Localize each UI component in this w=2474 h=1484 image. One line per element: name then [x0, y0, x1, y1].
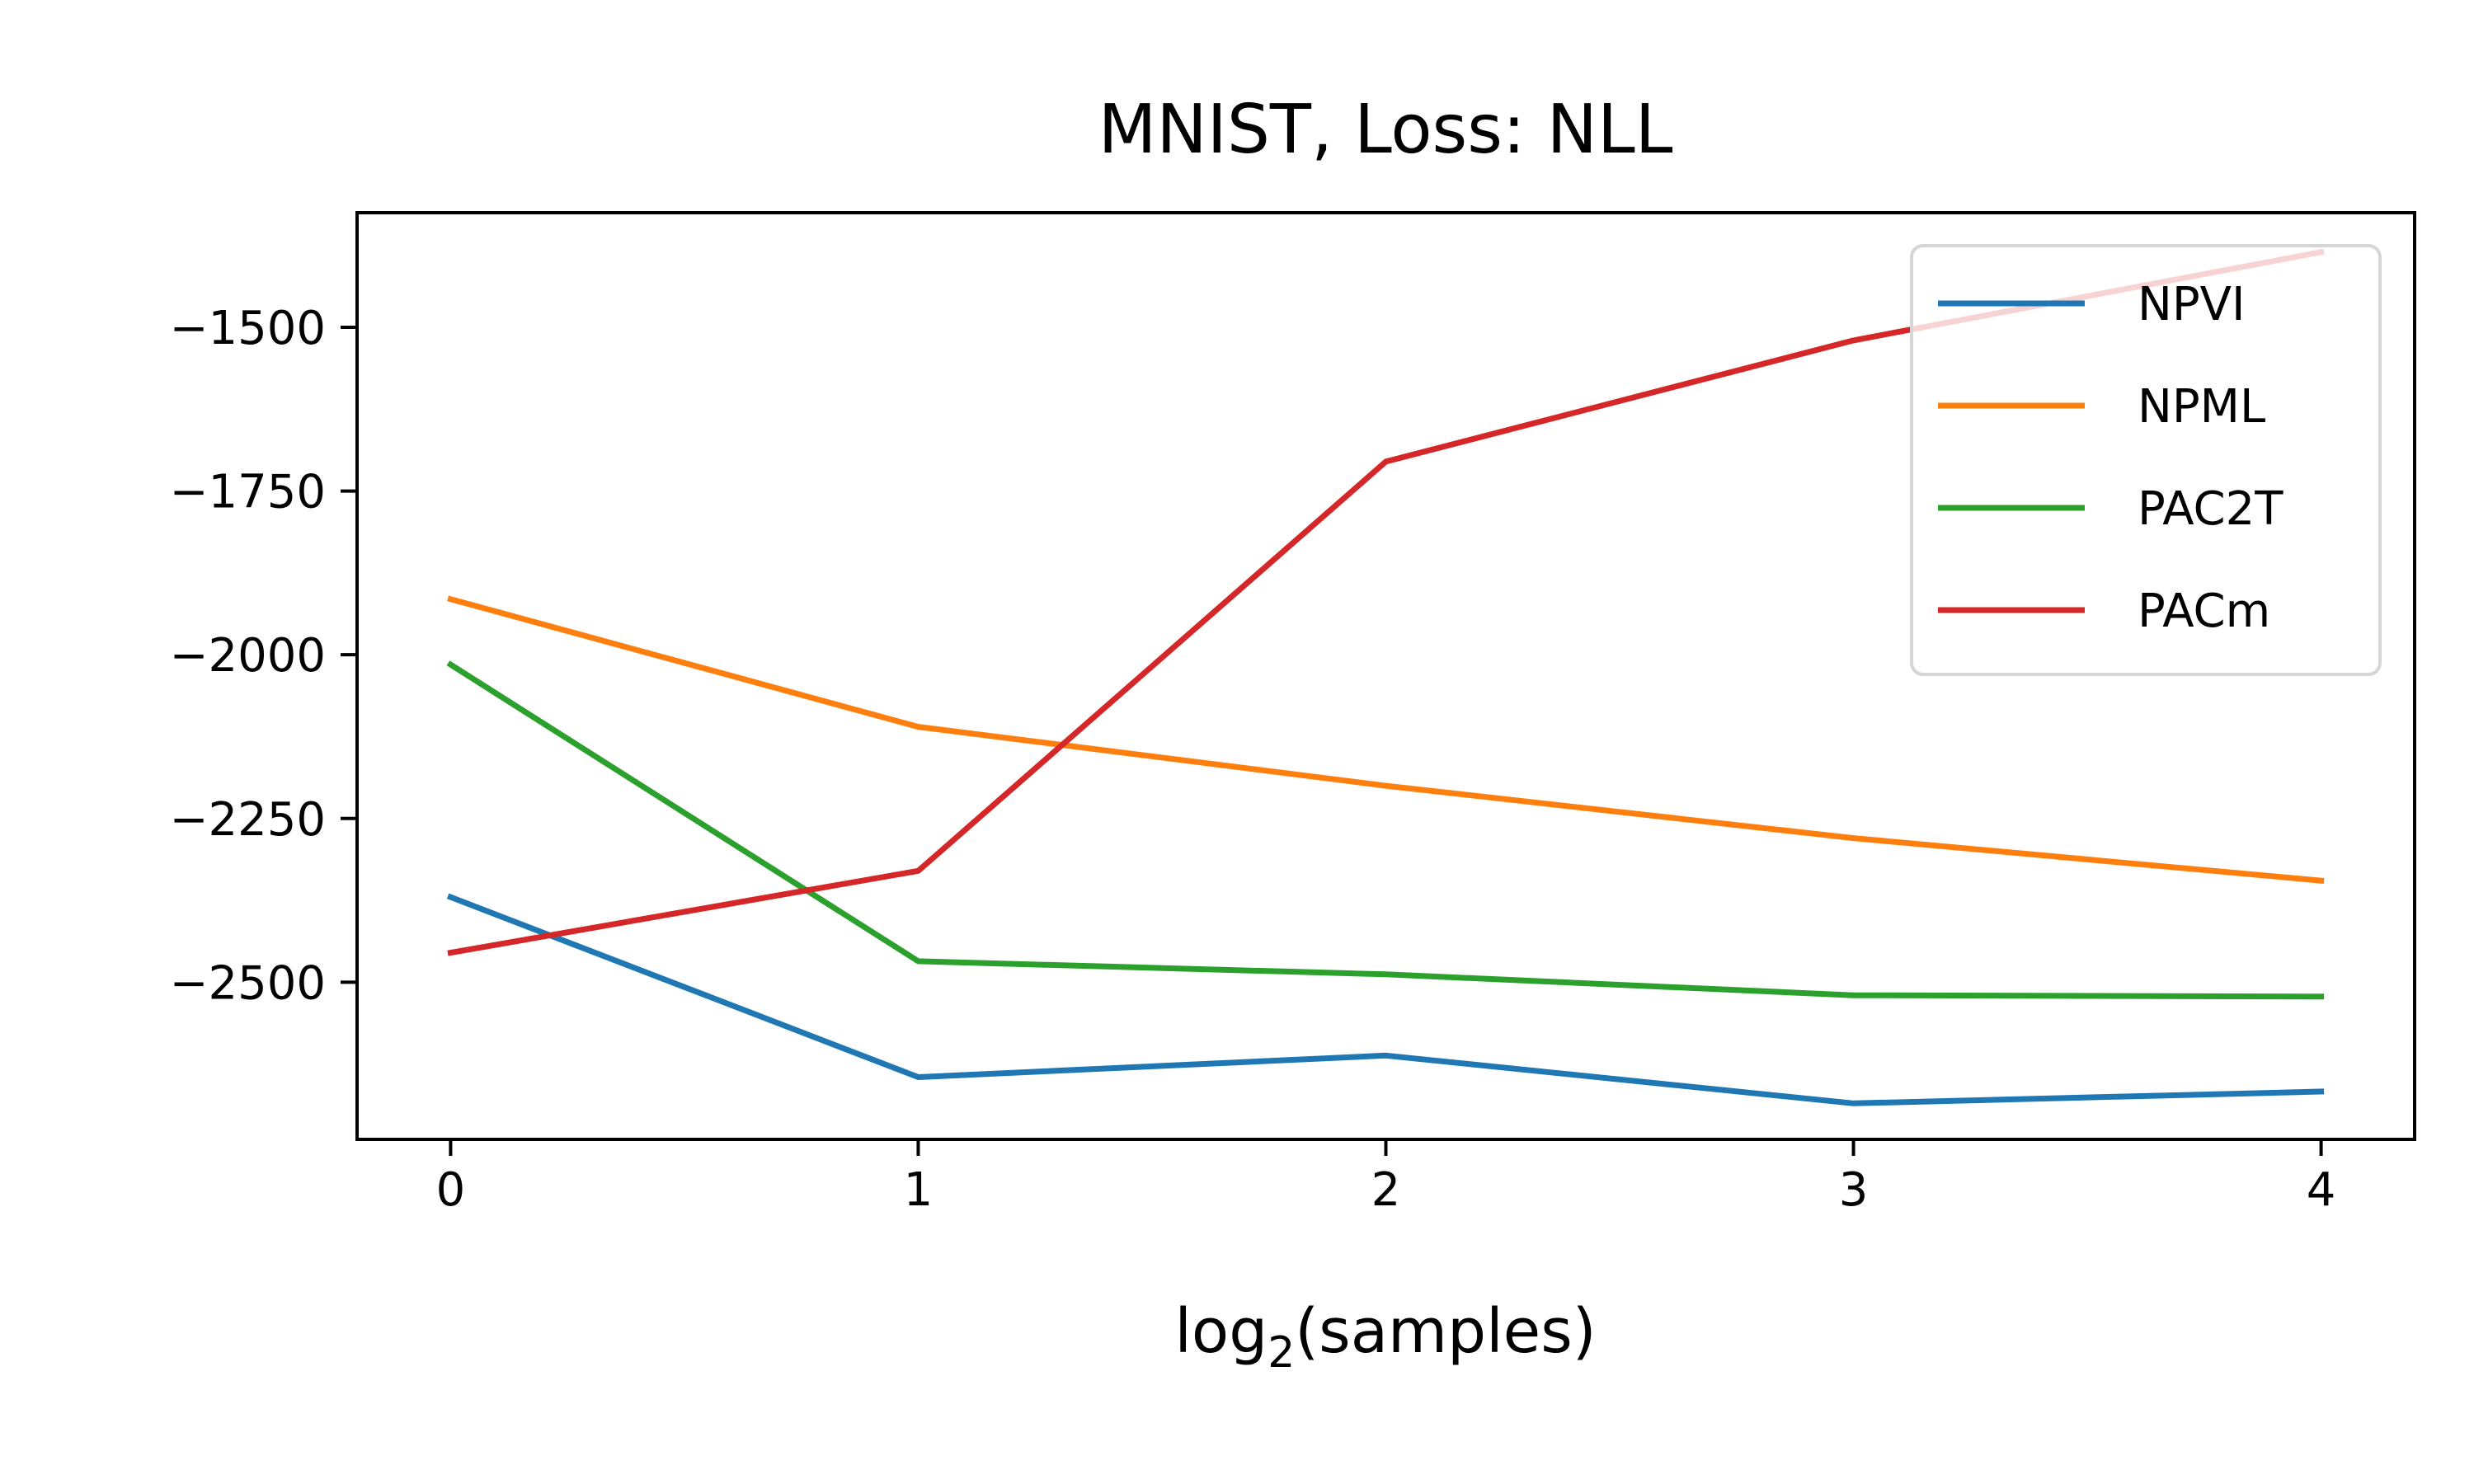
x-axis-label-suffix: (samples): [1295, 1296, 1596, 1367]
y-tick-label: −1500: [170, 302, 326, 355]
series-line-pac2t: [446, 660, 2325, 1000]
x-tick-label: 2: [1371, 1163, 1401, 1217]
x-tick-label: 3: [1839, 1163, 1869, 1217]
x-tick-label: 0: [436, 1163, 466, 1217]
y-tick-label: −2500: [170, 956, 326, 1010]
legend-label-pac2t: PAC2T: [2138, 482, 2284, 536]
x-axis-label-subscript: 2: [1268, 1328, 1295, 1378]
x-tick-label: 1: [904, 1163, 934, 1217]
legend-label-pacm: PACm: [2138, 585, 2270, 638]
y-tick-label: −2000: [170, 629, 326, 683]
y-tick-label: −2250: [170, 793, 326, 847]
legend-box: [1910, 244, 2382, 676]
x-tick-label: 4: [2307, 1163, 2336, 1217]
legend: NPVI NPML PAC2T PACm: [1910, 244, 2382, 676]
y-axis: −2500 −2250 −2000 −1750 −1500: [170, 302, 357, 1010]
series-line-npvi: [446, 893, 2325, 1106]
x-axis-label-prefix: log: [1174, 1296, 1268, 1367]
chart-title: MNIST, Loss: NLL: [1098, 91, 1673, 169]
y-tick-label: −1750: [170, 466, 326, 519]
series-line-npml: [447, 595, 2325, 885]
x-axis-label: log2(samples): [1174, 1296, 1596, 1378]
legend-label-npvi: NPVI: [2138, 278, 2245, 331]
legend-label-npml: NPML: [2138, 380, 2265, 434]
x-axis: 0 1 2 3 4: [436, 1139, 2336, 1217]
